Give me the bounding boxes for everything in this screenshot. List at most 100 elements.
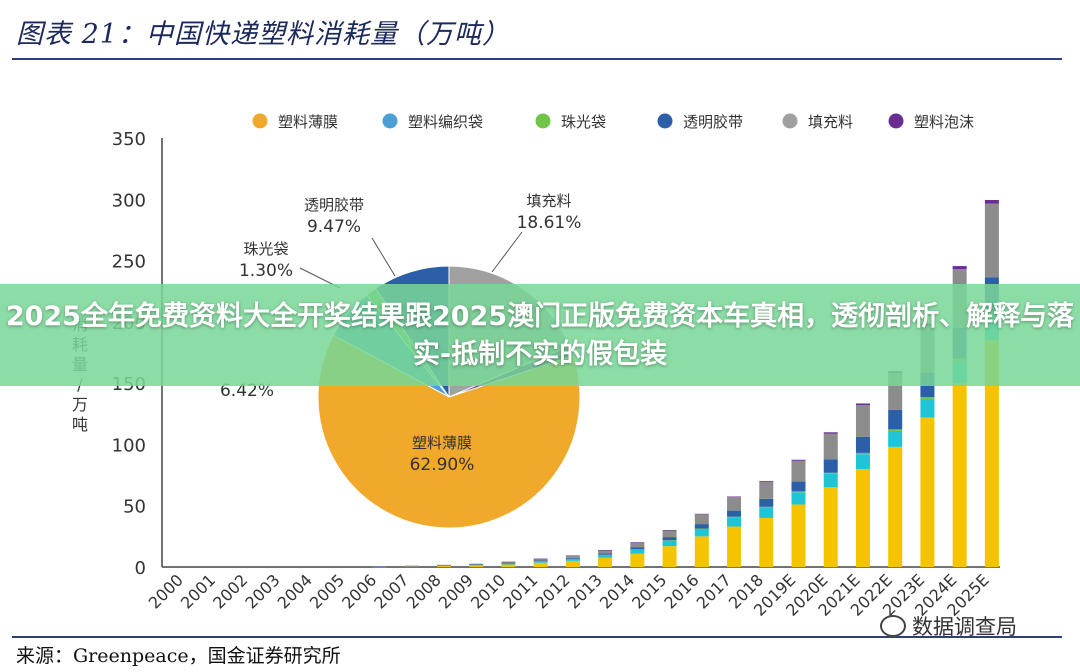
pie-leader-line xyxy=(371,237,396,277)
legend-marker xyxy=(888,113,904,129)
bar-segment xyxy=(533,558,548,560)
bar-segment xyxy=(759,498,774,507)
bar-segment xyxy=(630,542,645,543)
pie-label-value: 9.47% xyxy=(307,217,361,237)
bar-segment xyxy=(888,429,903,431)
legend-marker xyxy=(657,113,673,129)
legend-label: 塑料泡沫 xyxy=(914,113,974,131)
bar-segment xyxy=(436,565,451,566)
pie-leader-line xyxy=(491,231,523,273)
legend-label: 填充料 xyxy=(808,113,853,131)
source-note: 来源：Greenpeace，国金证券研究所 xyxy=(16,645,341,667)
bar-segment xyxy=(533,561,548,563)
pie-label-value: 62.90% xyxy=(410,455,475,475)
y-axis-label: 万 xyxy=(72,395,88,414)
bar-segment xyxy=(855,403,870,406)
bar-segment xyxy=(823,472,838,474)
bar-segment xyxy=(565,558,580,561)
bar-segment xyxy=(823,433,838,460)
bar-segment xyxy=(727,496,742,498)
bar-segment xyxy=(404,565,419,567)
bar-segment xyxy=(598,557,613,567)
bar-segment xyxy=(791,459,806,461)
legend-label: 透明胶带 xyxy=(683,113,743,131)
title-divider xyxy=(12,58,1062,60)
bar-segment xyxy=(565,555,580,556)
bar-segment xyxy=(759,481,774,499)
bar-segment xyxy=(598,554,613,558)
bar-segment xyxy=(855,436,870,453)
bar-segment xyxy=(598,550,613,554)
bar-segment xyxy=(888,446,903,567)
bar-segment xyxy=(662,537,677,541)
bar-segment xyxy=(565,558,580,560)
legend-label: 珠光袋 xyxy=(561,113,606,131)
bar-segment xyxy=(694,529,709,537)
bar-segment xyxy=(501,561,516,563)
bar-segment xyxy=(823,487,838,567)
bar-segment xyxy=(662,540,677,541)
bar-segment xyxy=(984,200,999,204)
bar-segment xyxy=(694,514,709,525)
x-tick-label: 2014 xyxy=(596,570,638,612)
x-tick-label: 2008 xyxy=(403,570,445,612)
pie-label-name: 填充料 xyxy=(526,192,571,210)
bar-segment xyxy=(791,492,806,505)
x-tick-label: 2002 xyxy=(209,570,251,612)
bar-segment xyxy=(662,540,677,547)
y-tick-label: 50 xyxy=(123,497,146,518)
bar-segment xyxy=(759,480,774,482)
bar-segment xyxy=(533,558,548,561)
y-axis-label: 吨 xyxy=(72,415,88,434)
x-tick-label: 2016 xyxy=(660,570,702,612)
bar-segment xyxy=(404,566,419,567)
bar-segment xyxy=(791,491,806,493)
bar-segment xyxy=(436,564,451,566)
bar-segment xyxy=(565,557,580,559)
bar-segment xyxy=(501,562,516,564)
x-tick-label: 2003 xyxy=(241,570,283,612)
bar-segment xyxy=(436,565,451,567)
bar-segment xyxy=(823,432,838,434)
bar-segment xyxy=(404,566,419,567)
headline-banner[interactable]: 2025全年免费资料大全开奖结果跟2025澳门正版免费资本车真相，透彻剖析、解释… xyxy=(0,284,1080,386)
legend-marker xyxy=(252,113,268,129)
x-tick-label: 2010 xyxy=(467,570,509,612)
bar-segment xyxy=(727,516,742,518)
bar-segment xyxy=(759,506,774,508)
bar-segment xyxy=(727,526,742,567)
pie-label-name: 透明胶带 xyxy=(304,196,364,214)
bar-segment xyxy=(662,530,677,538)
bar-segment xyxy=(694,528,709,530)
pie-label-name: 塑料薄膜 xyxy=(412,434,472,452)
watermark-text: 数据调查局 xyxy=(912,615,1017,639)
pie-label-value: 18.61% xyxy=(517,213,582,233)
bar-segment xyxy=(791,481,806,492)
x-tick-label: 2004 xyxy=(274,570,316,612)
bar-segment xyxy=(598,549,613,551)
legend-marker xyxy=(382,113,398,129)
bar-segment xyxy=(823,473,838,488)
bar-segment xyxy=(694,536,709,567)
bar-segment xyxy=(694,524,709,529)
x-tick-label: 2013 xyxy=(564,570,606,612)
bar-segment xyxy=(598,554,613,556)
footer-divider xyxy=(12,636,1062,638)
bar-segment xyxy=(791,460,806,482)
x-tick-label: 2005 xyxy=(306,570,348,612)
bar-segment xyxy=(501,563,516,564)
bar-segment xyxy=(855,452,870,455)
y-tick-label: 0 xyxy=(135,558,146,579)
bar-segment xyxy=(565,555,580,558)
x-tick-label: 2017 xyxy=(693,570,735,612)
bar-segment xyxy=(727,510,742,517)
y-tick-label: 300 xyxy=(112,190,146,211)
bar-segment xyxy=(855,468,870,567)
y-tick-label: 250 xyxy=(112,252,146,273)
bar-segment xyxy=(533,562,548,567)
bar-segment xyxy=(791,504,806,567)
x-tick-label: 2001 xyxy=(177,570,219,612)
bar-segment xyxy=(598,553,613,555)
x-tick-label: 2011 xyxy=(499,570,541,612)
pie-label-value: 1.30% xyxy=(239,261,293,281)
